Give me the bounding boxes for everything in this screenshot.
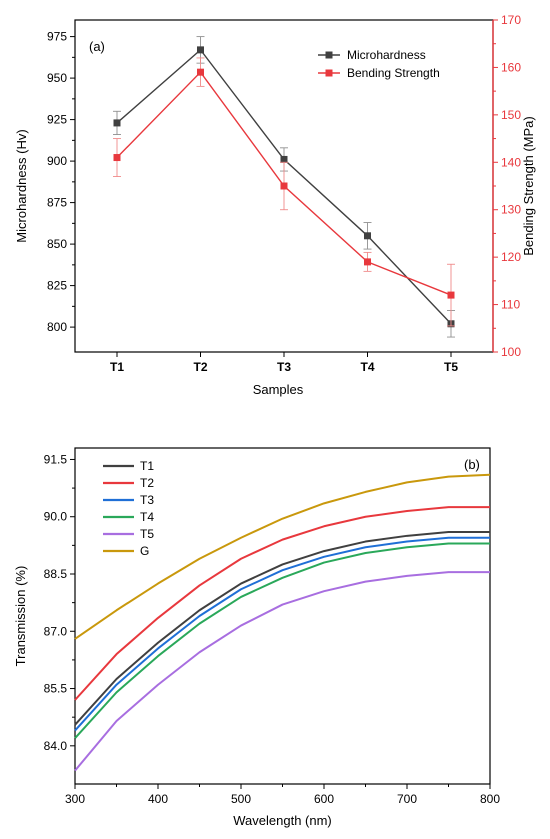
y-tick-label-a: 825 xyxy=(47,279,67,293)
data-point xyxy=(280,155,288,163)
y-axis-label-a: Microhardness (Hv) xyxy=(14,129,29,242)
x-tick-label-b: 500 xyxy=(231,792,251,806)
x-tick-label-b: 400 xyxy=(148,792,168,806)
y-right-tick-label-a: 130 xyxy=(501,203,521,217)
y-right-axis-label-a: Bending Strength (MPa) xyxy=(521,116,536,255)
y-right-tick-label-a: 110 xyxy=(501,298,520,312)
y-axis-label-b: Transmission (%) xyxy=(13,566,28,667)
legend-label: T4 xyxy=(140,510,154,524)
x-tick-label-a: T3 xyxy=(277,360,291,374)
data-point xyxy=(197,46,204,54)
x-axis-label-a: Samples xyxy=(253,382,304,397)
x-tick-label-b: 800 xyxy=(480,792,500,806)
chart-b: 84.0 85.5 87.0 88.5 90.0 91.5 300 400 500 600 700 8… xyxy=(13,447,500,828)
data-point xyxy=(113,154,121,162)
data-point xyxy=(113,119,121,127)
y-right-tick-label-a: 120 xyxy=(501,250,521,264)
y-right-tick-label-a: 170 xyxy=(501,13,521,27)
series-line-g xyxy=(74,473,491,640)
y-right-tick-label-a: 140 xyxy=(501,155,521,169)
plot-frame-b xyxy=(74,447,491,785)
x-tick-label-b: 600 xyxy=(314,792,334,806)
x-tick-label-a: T1 xyxy=(110,360,124,374)
legend-label: T5 xyxy=(140,527,154,541)
y-tick-label-b: 88.5 xyxy=(44,567,68,581)
series-line-t5 xyxy=(74,571,490,772)
legend-label: T1 xyxy=(140,459,154,473)
series-line-t1 xyxy=(74,531,490,726)
y-tick-label-b: 87.0 xyxy=(44,624,68,638)
data-point xyxy=(364,232,371,240)
data-point xyxy=(364,258,371,266)
y-tick-label-b: 84.0 xyxy=(44,739,68,753)
y-tick-label-b: 85.5 xyxy=(44,682,68,696)
legend-label: Microhardness xyxy=(347,48,426,62)
x-tick-label-a: T2 xyxy=(193,360,207,374)
data-point xyxy=(280,182,288,190)
panel-label-b: (b) xyxy=(464,457,480,472)
x-tick-label-b: 300 xyxy=(65,792,85,806)
data-point xyxy=(447,291,455,299)
legend-marker xyxy=(325,69,333,77)
y-tick-label-a: 925 xyxy=(47,113,67,127)
series-line-t4 xyxy=(74,542,490,739)
legend-label: T2 xyxy=(140,476,154,490)
series-line-t2 xyxy=(74,506,490,701)
y-tick-label-a: 850 xyxy=(47,237,67,251)
chart-a: 800 825 850 875 900 925 950 975 100 110 120 130 140 1… xyxy=(14,13,536,397)
legend-label: T3 xyxy=(140,493,154,507)
panel-label-a: (a) xyxy=(89,39,105,54)
y-tick-label-b: 90.0 xyxy=(44,510,68,524)
y-right-tick-label-a: 160 xyxy=(501,60,521,74)
y-right-tick-label-a: 150 xyxy=(501,108,521,122)
y-tick-label-a: 800 xyxy=(47,320,67,334)
legend-label: Bending Strength xyxy=(347,66,440,80)
legend-marker xyxy=(325,51,333,59)
x-axis-label-b: Wavelength (nm) xyxy=(233,813,332,828)
x-tick-label-b: 700 xyxy=(397,792,417,806)
y-tick-label-a: 975 xyxy=(47,30,67,44)
legend-label: G xyxy=(140,544,149,558)
x-tick-label-a: T4 xyxy=(360,360,374,374)
y-tick-label-b: 91.5 xyxy=(44,452,68,466)
y-tick-label-a: 875 xyxy=(47,196,67,210)
data-point xyxy=(197,68,204,76)
y-tick-label-a: 950 xyxy=(47,71,67,85)
y-right-tick-label-a: 100 xyxy=(501,345,521,359)
x-tick-label-a: T5 xyxy=(444,360,458,374)
series-line-t3 xyxy=(74,536,490,732)
y-tick-label-a: 900 xyxy=(47,154,67,168)
